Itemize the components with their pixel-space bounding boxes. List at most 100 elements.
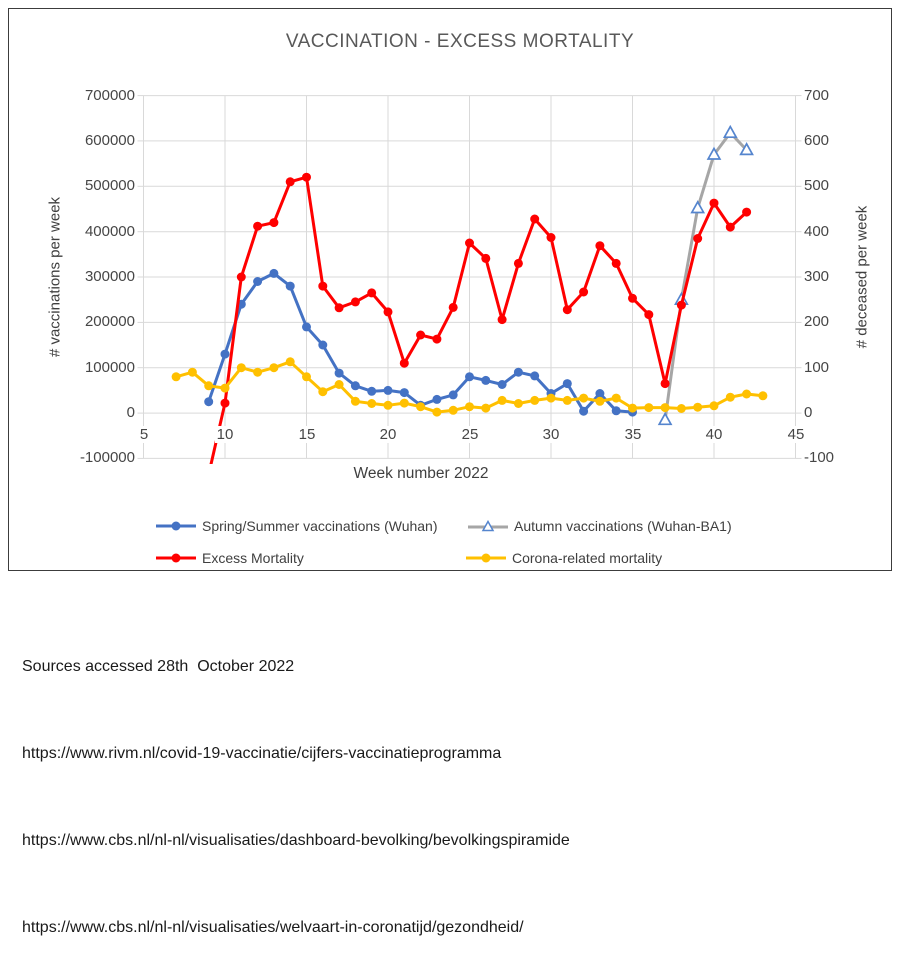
point-marker <box>611 393 621 403</box>
point-marker <box>318 281 328 291</box>
point-marker <box>367 288 377 298</box>
point-marker <box>546 233 556 242</box>
point-marker <box>220 398 230 408</box>
point-marker <box>628 293 637 303</box>
point-marker <box>367 386 377 396</box>
point-marker <box>579 287 589 297</box>
triangle-marker <box>657 411 673 426</box>
point-marker <box>628 403 637 413</box>
x-axis-tick-label: 45 <box>785 426 807 443</box>
point-marker <box>334 303 344 313</box>
x-axis-tick-label: 30 <box>540 426 562 443</box>
left-axis-tick-label: 0 <box>126 404 135 421</box>
point-marker <box>416 402 426 412</box>
point-marker <box>660 379 670 389</box>
legend-item-autumn: Autumn vaccinations (Wuhan-BA1) <box>467 517 732 535</box>
point-marker <box>302 172 311 182</box>
right-axis-tick-label: 600 <box>804 132 830 149</box>
point-marker <box>350 396 360 406</box>
source-url: https://www.cbs.nl/nl-nl/visualisaties/w… <box>22 919 524 936</box>
point-marker <box>253 367 263 377</box>
point-marker <box>497 395 507 405</box>
legend-label: Spring/Summer vaccinations (Wuhan) <box>202 518 438 534</box>
point-marker <box>562 305 572 315</box>
point-marker <box>253 277 263 286</box>
point-marker <box>285 357 295 367</box>
x-axis-title: Week number 2022 <box>353 465 489 482</box>
point-marker <box>497 380 507 389</box>
point-marker <box>334 380 344 389</box>
triangle-marker <box>739 142 754 156</box>
x-axis-tick-label: 5 <box>137 426 151 443</box>
point-marker <box>742 389 752 399</box>
point-marker <box>530 395 540 405</box>
point-marker <box>481 253 491 263</box>
x-axis-tick-label: 15 <box>296 426 318 443</box>
point-marker <box>595 396 605 406</box>
series-corona-related-mortality <box>171 357 768 417</box>
point-marker <box>530 214 540 224</box>
series-spring-summer-vaccinations-wuhan <box>204 268 637 417</box>
triangle-marker <box>722 124 738 139</box>
left-axis-tick-label: 200000 <box>84 313 135 330</box>
point-marker <box>236 363 246 373</box>
gridlines <box>137 95 802 459</box>
series-excess-mortality <box>209 172 752 464</box>
point-marker <box>350 381 360 391</box>
point-marker <box>318 340 328 350</box>
point-marker <box>595 241 605 251</box>
sources-heading: Sources accessed 28th October 2022 <box>22 658 295 675</box>
point-marker <box>465 402 474 412</box>
point-marker <box>383 307 393 317</box>
point-marker <box>481 375 491 385</box>
point-marker <box>236 272 246 282</box>
point-marker <box>693 402 703 412</box>
left-axis-tick-label: -100000 <box>79 449 135 466</box>
point-marker <box>383 385 393 395</box>
point-marker <box>318 387 328 397</box>
source-url: https://www.cbs.nl/nl-nl/visualisaties/d… <box>22 832 570 849</box>
point-marker <box>204 381 214 391</box>
point-marker <box>530 371 540 381</box>
legend-swatch-yellow-line-icon <box>466 553 506 563</box>
point-marker <box>611 258 621 268</box>
right-axis-tick-label: 300 <box>804 268 830 285</box>
legend-item-spring-summer: Spring/Summer vaccinations (Wuhan) <box>155 517 438 535</box>
right-axis-tick-label: 100 <box>804 359 830 376</box>
chart-title: VACCINATION - EXCESS MORTALITY <box>285 31 635 52</box>
chart-frame: VACCINATION - EXCESS MORTALITY 700000 600… <box>8 8 892 571</box>
point-marker <box>676 300 686 310</box>
series-line <box>209 175 749 464</box>
point-marker <box>269 363 279 373</box>
point-marker <box>758 391 768 401</box>
point-marker <box>399 358 409 368</box>
x-axis-tick-label: 10 <box>214 426 236 443</box>
x-axis-tick-label: 40 <box>703 426 725 443</box>
point-marker <box>562 379 572 389</box>
legend-item-excess-mortality: Excess Mortality <box>155 549 304 567</box>
series-line <box>207 271 634 414</box>
point-marker <box>171 372 181 382</box>
point-marker <box>302 322 311 332</box>
point-marker <box>416 330 426 340</box>
left-axis-tick-label: 500000 <box>84 177 135 194</box>
point-marker <box>725 392 735 402</box>
point-marker <box>187 367 197 377</box>
plot-area <box>137 95 802 464</box>
point-marker <box>513 367 523 377</box>
left-axis-tick-label: 700000 <box>84 87 135 104</box>
point-marker <box>481 403 491 413</box>
legend-swatch-triangle-icon <box>468 519 508 531</box>
point-marker <box>432 407 442 417</box>
x-axis-tick-label: 20 <box>377 426 399 443</box>
point-marker <box>465 372 474 382</box>
right-axis-tick-label: 200 <box>804 313 830 330</box>
point-marker <box>709 401 719 411</box>
left-axis-title: # vaccinations per week <box>46 196 64 358</box>
sources-block: Sources accessed 28th October 2022 https… <box>22 594 570 971</box>
series-line <box>663 131 749 422</box>
point-marker <box>513 258 523 268</box>
point-marker <box>334 368 344 378</box>
legend-swatch-red-line-icon <box>156 553 196 563</box>
right-axis-tick-label: 0 <box>804 404 813 421</box>
